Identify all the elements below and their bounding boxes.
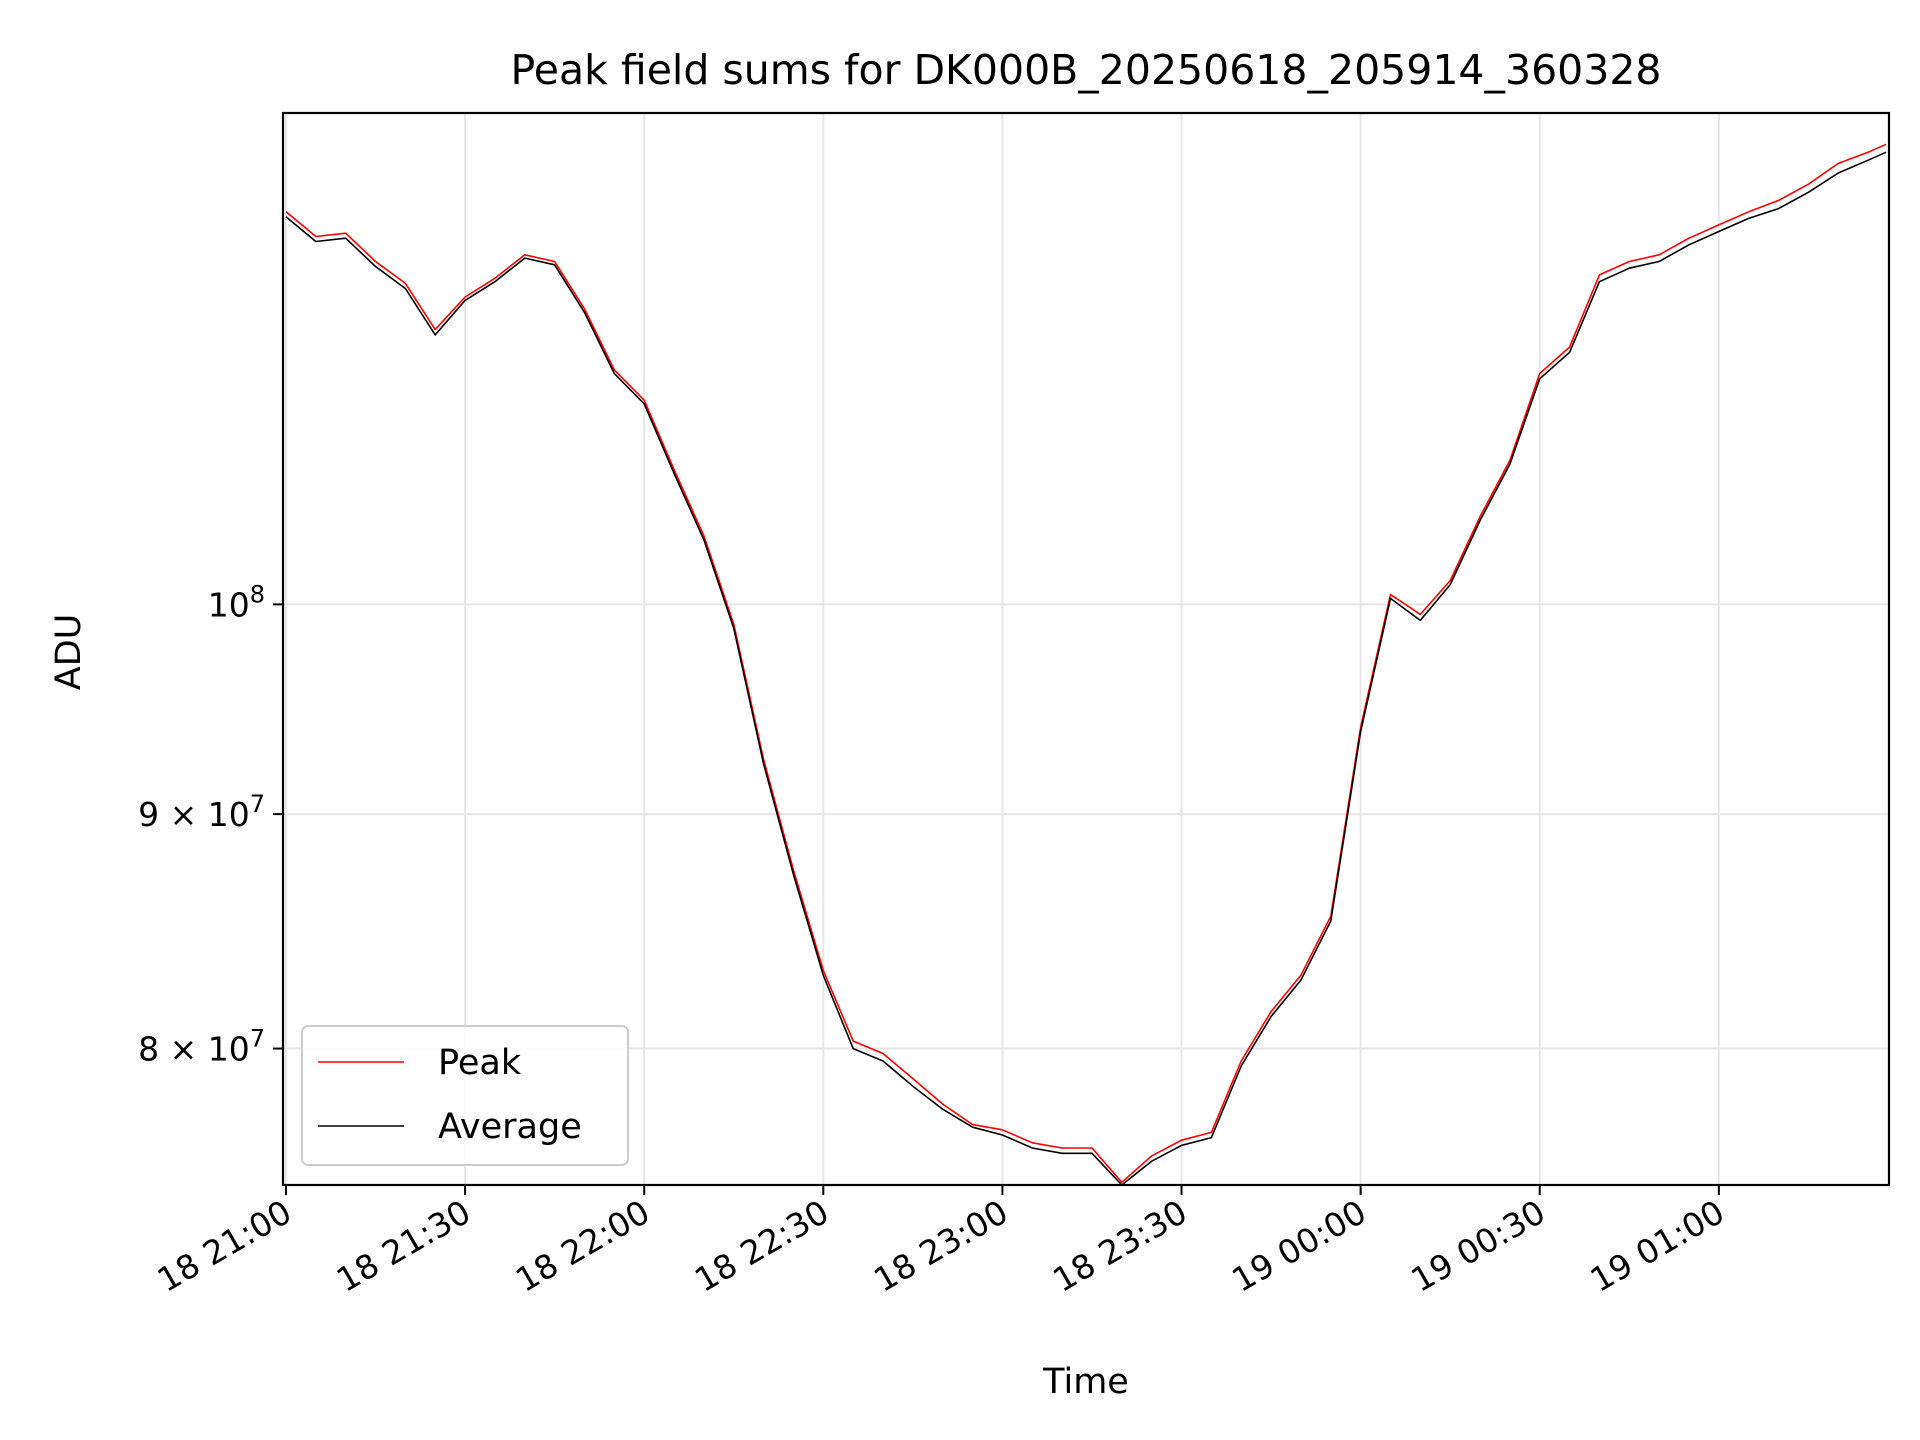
legend-box [301,1025,629,1166]
plot-frame [281,111,1891,1187]
x-axis-label: Time [1042,1362,1129,1402]
series-line-peak [285,143,1887,1184]
y-axis-label: ADU [49,614,89,691]
legend-label-average: Average [438,1107,582,1147]
y-tick-label: 108 [208,580,265,624]
grid [283,113,1889,1185]
y-tick-label: 8 × 107 [138,1025,265,1069]
plot-lines [285,143,1887,1186]
y-tick-label: 9 × 107 [138,790,265,834]
series-line-average [285,151,1887,1186]
legend-label-peak: Peak [438,1043,522,1083]
legend: Peak Average [301,1025,629,1166]
chart-title: Peak field sums for DK000B_20250618_2059… [510,46,1661,94]
y-axis: 108 9 × 107 8 × 107 [138,580,283,1069]
